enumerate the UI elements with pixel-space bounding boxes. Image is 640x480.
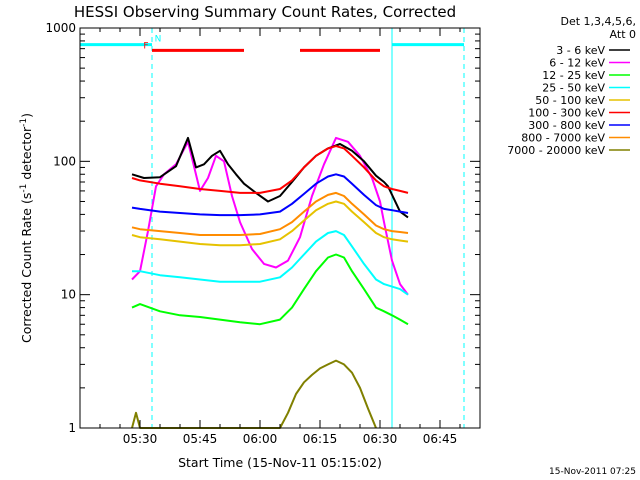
legend-entry-label: 800 - 7000 keV	[521, 132, 605, 145]
x-tick-label: 06:30	[363, 432, 398, 446]
series-line	[131, 200, 409, 247]
y-axis-label-sup2: -1	[19, 118, 29, 127]
y-axis-label-end: )	[19, 113, 34, 118]
flag-label: F	[143, 42, 148, 52]
flag-label: N	[155, 35, 162, 45]
legend-entry-label: 300 - 800 keV	[528, 119, 605, 132]
y-tick-label: 1000	[45, 21, 76, 35]
series-line	[131, 191, 409, 236]
y-axis-ticks: 1 10 100 1000	[45, 21, 480, 435]
y-axis-label-main: Corrected Count Rate (s	[19, 193, 34, 343]
series-line	[131, 136, 409, 296]
x-tick-label: 05:30	[123, 432, 158, 446]
x-tick-label: 05:45	[183, 432, 218, 446]
legend-entry-label: 3 - 6 keV	[556, 44, 605, 57]
chart-title: HESSI Observing Summary Count Rates, Cor…	[74, 3, 456, 21]
legend-entry-label: 7000 - 20000 keV	[507, 144, 605, 157]
footer-timestamp: 15-Nov-2011 07:25	[549, 467, 636, 477]
x-tick-label: 06:15	[303, 432, 338, 446]
y-axis-label: Corrected Count Rate (s-1 detector-1)	[19, 113, 34, 343]
x-axis-ticks: 05:30 05:45 06:00 06:15 06:30 06:45	[79, 28, 481, 446]
x-tick-label: 06:00	[243, 432, 278, 446]
y-tick-label: 100	[53, 154, 76, 168]
series-line	[131, 145, 409, 194]
legend-entry-label: 25 - 50 keV	[542, 82, 605, 95]
x-axis-label: Start Time (15-Nov-11 05:15:02)	[178, 455, 382, 470]
legend-entry-label: 6 - 12 keV	[549, 57, 605, 70]
y-tick-label: 10	[61, 288, 76, 302]
y-tick-label: 1	[68, 421, 76, 435]
series-line	[131, 173, 409, 217]
series-line	[132, 230, 409, 296]
legend-header-line-1: Det 1,3,4,5,6,	[560, 15, 636, 28]
legend-entry-label: 50 - 100 keV	[535, 94, 605, 107]
legend-header-line-2: Att 0	[610, 28, 636, 41]
y-axis-label-mid: detector	[19, 126, 34, 184]
x-tick-label: 06:45	[423, 432, 458, 446]
legend-entry-label: 12 - 25 keV	[542, 69, 605, 82]
legend-entry-label: 100 - 300 keV	[528, 107, 605, 120]
series-line	[131, 253, 409, 326]
series-line	[131, 136, 409, 219]
series-layer	[131, 136, 409, 429]
y-axis-label-sup1: -1	[19, 184, 29, 193]
